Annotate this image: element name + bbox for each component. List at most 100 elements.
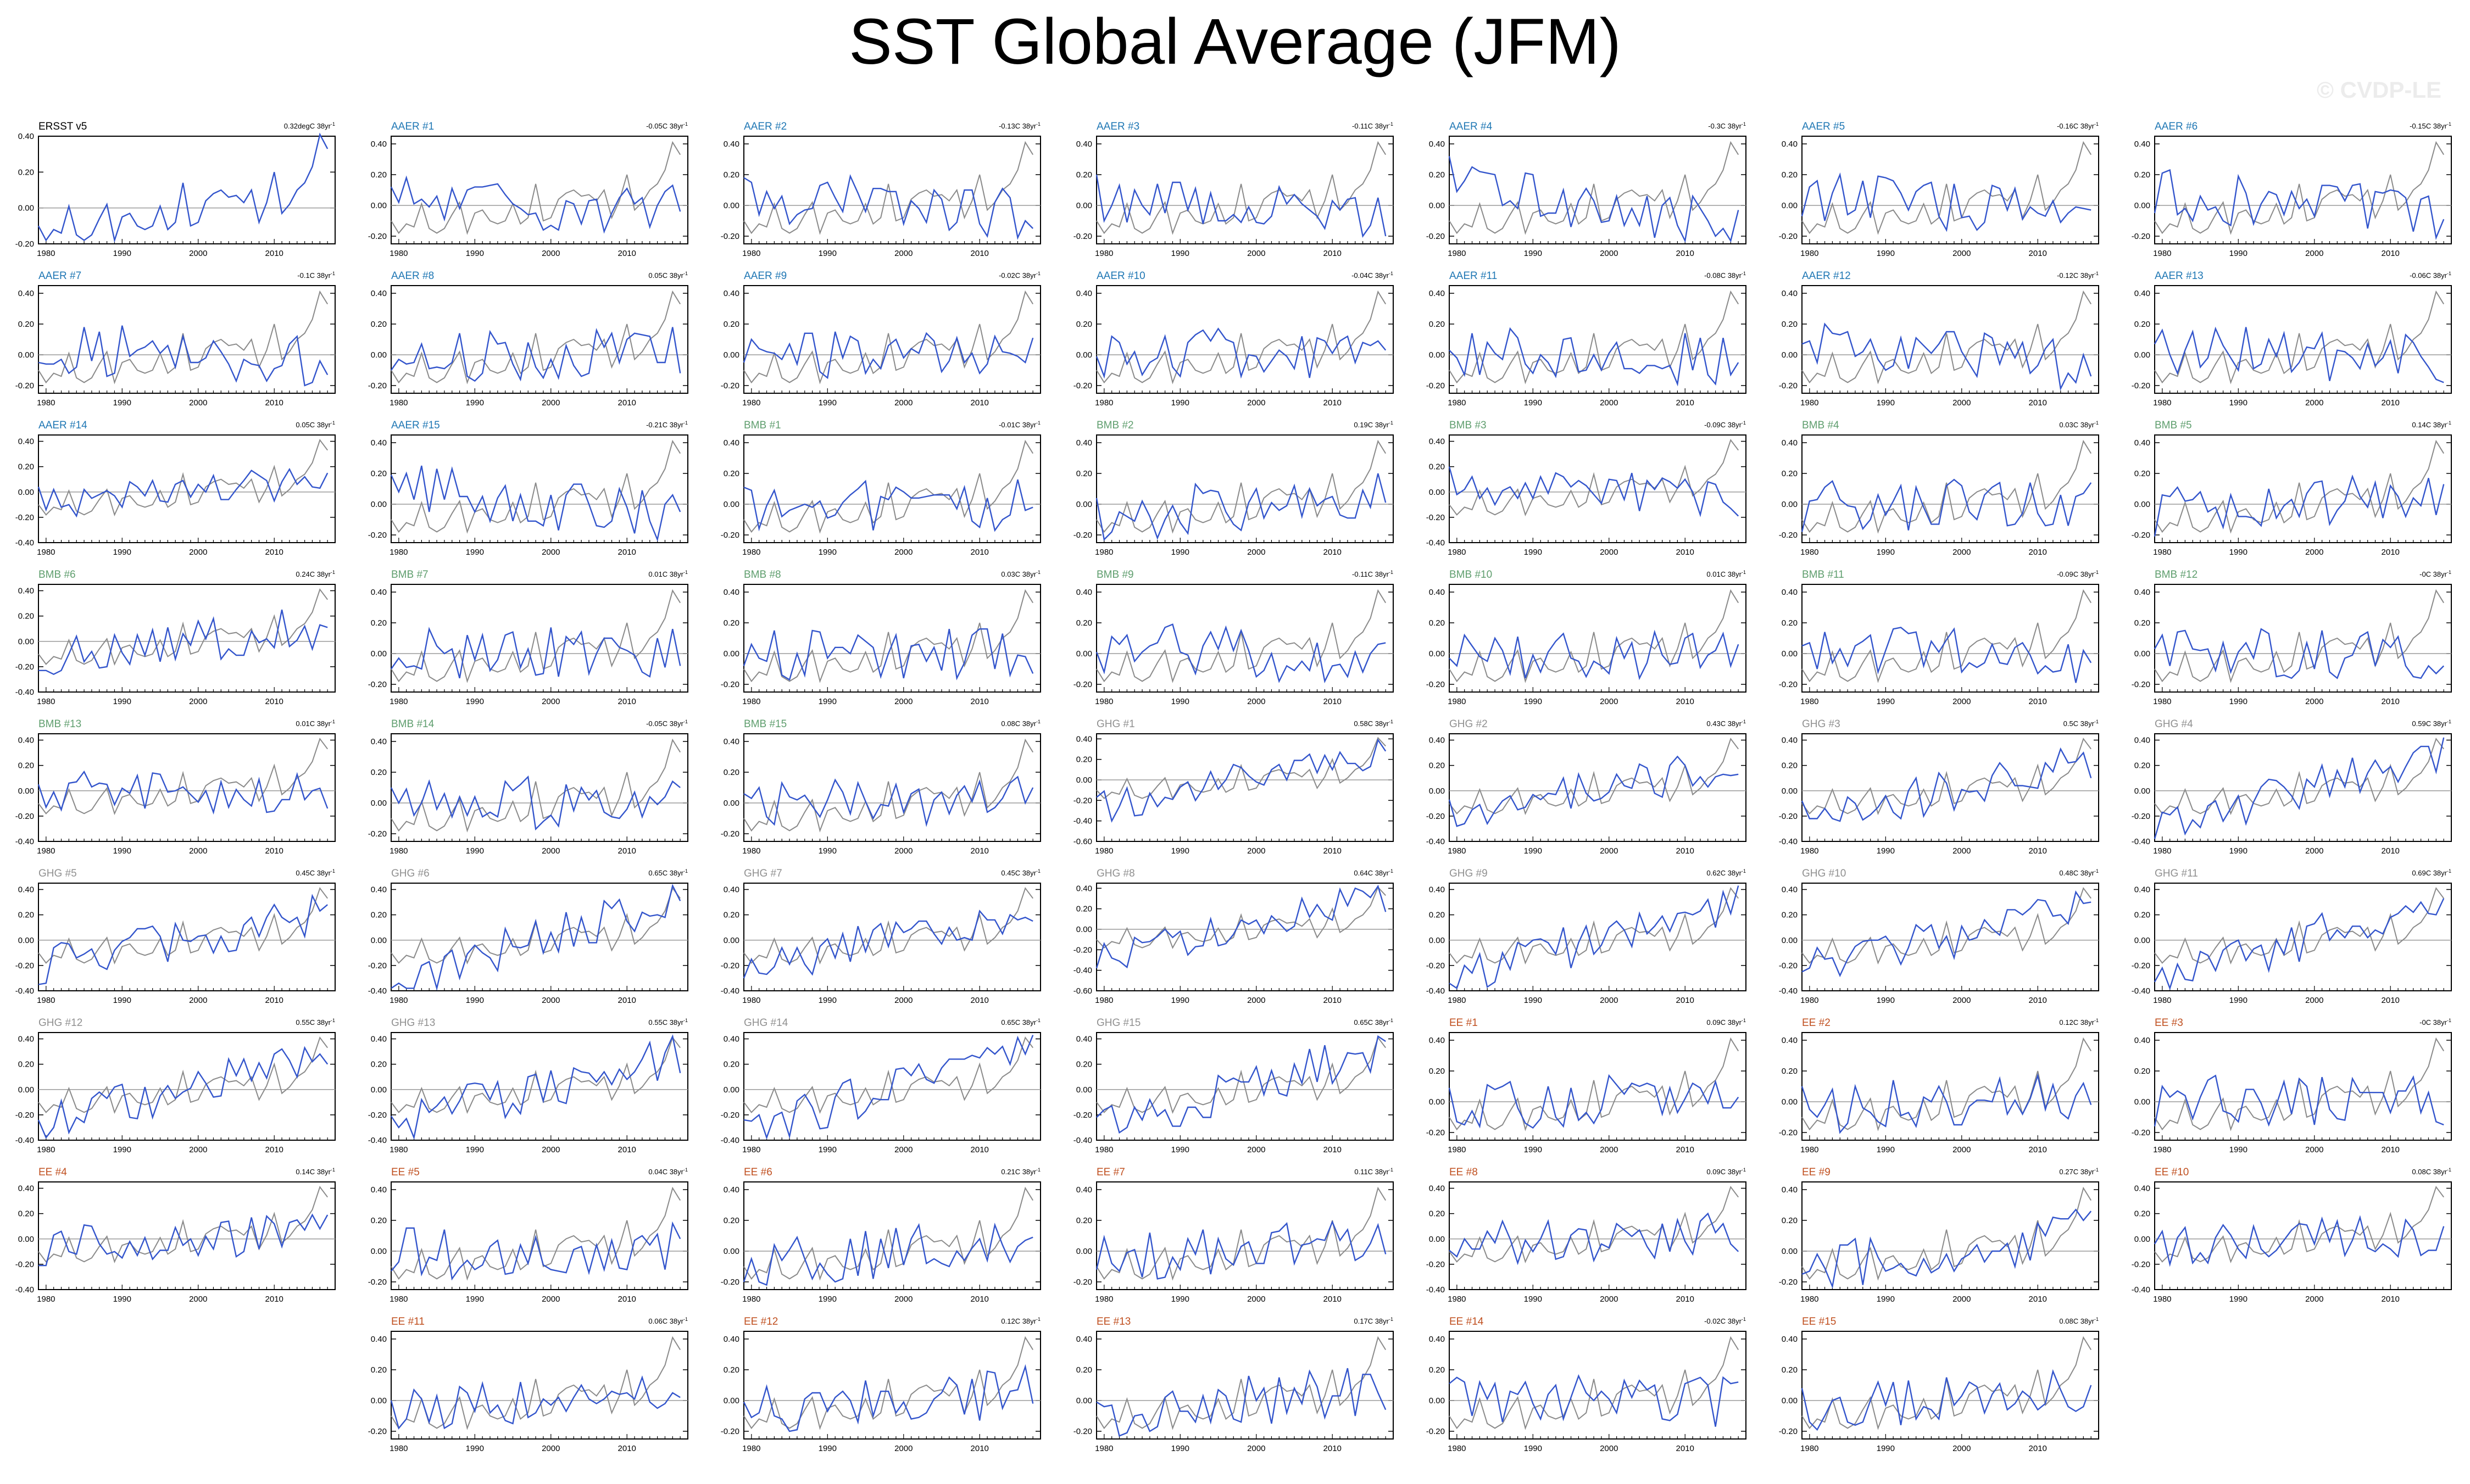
y-tick-label: -0.20 (721, 232, 739, 241)
trend-exponent: -1 (331, 1018, 335, 1023)
panel-frame (743, 434, 1041, 543)
x-tick-label: 1980 (2153, 1145, 2171, 1154)
series-line-observed (1449, 738, 1739, 816)
panel-label: AAER #14 (38, 420, 87, 431)
x-tick-label: 1990 (2229, 846, 2248, 856)
x-tick-label: 2010 (2382, 1295, 2400, 1304)
panel-trend: 0.19C 38yr-1 (1354, 420, 1393, 429)
panel-trend: -0.05C 38yr-1 (646, 121, 688, 130)
y-tick-label: -0.40 (1779, 837, 1798, 846)
series-line-member (391, 627, 681, 679)
panel-label: AAER #1 (391, 121, 434, 132)
y-tick-label: 0.00 (1429, 1097, 1445, 1107)
y-tick-label: -0.20 (1779, 232, 1798, 241)
y-tick-label: 0.40 (1076, 588, 1092, 597)
series-line-observed (1096, 439, 1387, 534)
x-tick-label: 1990 (113, 249, 131, 258)
panel-label: GHG #12 (38, 1017, 82, 1029)
x-tick-label: 2010 (265, 548, 283, 557)
x-tick-label: 1990 (1171, 398, 1189, 408)
series-line-member (1095, 174, 1387, 238)
y-tick-label: 0.20 (18, 1209, 34, 1219)
y-tick-label: -0.20 (368, 829, 387, 839)
y-tick-label: -0.20 (1426, 232, 1445, 241)
x-tick-label: 2010 (618, 1444, 636, 1453)
y-tick-label: 0.40 (1782, 588, 1798, 597)
trend-exponent: -1 (1742, 121, 1746, 127)
series-line-observed (1096, 1186, 1387, 1281)
y-tick-label: 0.00 (724, 1247, 739, 1256)
x-tick-label: 2010 (2029, 249, 2047, 258)
y-tick-label: 0.00 (371, 201, 387, 210)
series-line-member (1449, 1374, 1739, 1427)
series-line-member (37, 467, 329, 518)
series-line-observed (1801, 1037, 2092, 1131)
panel: GHG #2 0.43C 38yr-1 0.40 0.20 0.00 -0.20 -0.40… (1426, 718, 1746, 856)
y-tick-label: 0.00 (1076, 649, 1092, 659)
x-tick-label: 1990 (1524, 846, 1542, 856)
panel-frame (743, 1032, 1041, 1141)
x-tick-label: 1990 (1877, 1444, 1895, 1453)
panel: AAER #6 -0.15C 38yr-1 0.40 0.20 0.00 -0.20198… (2132, 121, 2452, 258)
series-line-observed (743, 1186, 1034, 1281)
y-tick-label: -0.20 (1779, 531, 1798, 540)
y-tick-label: -0.20 (721, 961, 739, 970)
x-tick-label: 1990 (466, 996, 484, 1005)
y-tick-label: 0.20 (1076, 1216, 1092, 1225)
series-line-member (37, 770, 329, 815)
y-tick-label: 0.40 (1076, 289, 1092, 298)
x-tick-label: 1980 (1800, 697, 1818, 706)
x-tick-label: 2010 (618, 249, 636, 258)
y-tick-label: 0.20 (1429, 1365, 1445, 1375)
x-tick-label: 1980 (37, 1295, 55, 1304)
series-line-observed (743, 1036, 1033, 1114)
x-tick-label: 1990 (819, 1444, 837, 1453)
panel: BMB #1 -0.01C 38yr-1 0.40 0.20 0.00 -0.201980… (721, 420, 1041, 557)
series-line-observed (1449, 1037, 1739, 1131)
panel: GHG #1 0.58C 38yr-1 0.40 0.20 0.00 -0.20 -0.40… (1073, 718, 1394, 856)
y-tick-label: 0.00 (1782, 1247, 1798, 1256)
x-tick-label: 1990 (1524, 996, 1542, 1005)
y-tick-label: 0.00 (1429, 1235, 1445, 1244)
panel-label: BMB #5 (2155, 420, 2192, 431)
panel-trend: 0.08C 38yr-1 (2059, 1316, 2099, 1325)
panel: GHG #13 0.55C 38yr-1 0.40 0.20 0.00 -0.20 -0.4… (368, 1017, 688, 1154)
x-tick-label: 1990 (819, 846, 837, 856)
x-tick-label: 1980 (390, 1295, 408, 1304)
y-tick-label: -0.60 (1073, 837, 1092, 846)
series-line-observed (391, 738, 681, 833)
panel-frame (1801, 584, 2099, 693)
panel: AAER #10 -0.04C 38yr-10.400.200.00-0.2019… (1073, 270, 1394, 408)
panel-label: AAER #10 (1097, 270, 1145, 282)
x-tick-label: 2000 (1247, 1295, 1265, 1304)
panel-frame (38, 136, 336, 244)
y-tick-label: 0.00 (18, 1235, 34, 1244)
panel-trend: 0.03C 38yr-1 (2059, 420, 2099, 429)
x-tick-label: 2000 (542, 249, 560, 258)
panel-trend: 0.65C 38yr-1 (1001, 1018, 1041, 1026)
y-tick-label: 0.20 (18, 168, 34, 177)
trend-exponent: -1 (2447, 420, 2451, 426)
x-tick-label: 2000 (2305, 996, 2323, 1005)
y-tick-label: 0.40 (1782, 1185, 1798, 1195)
y-tick-label: 0.40 (18, 132, 34, 141)
y-tick-label: 0.40 (1076, 1035, 1092, 1044)
y-tick-label: 0.20 (724, 618, 739, 628)
panel-trend: 0.08C 38yr-1 (1001, 719, 1041, 728)
trend-exponent: -1 (331, 719, 335, 724)
y-tick-label: 0.40 (1429, 588, 1445, 597)
x-tick-label: 2000 (894, 1145, 913, 1154)
panel-label: BMB #14 (391, 718, 435, 730)
x-tick-label: 2010 (265, 846, 283, 856)
panel-trend: 0.04C 38yr-1 (648, 1167, 688, 1176)
y-tick-label: 0.40 (371, 1035, 387, 1044)
panel-label: AAER #11 (1449, 270, 1497, 282)
x-tick-label: 2010 (1676, 249, 1694, 258)
y-tick-label: 0.20 (371, 618, 387, 628)
x-tick-label: 1990 (2229, 548, 2248, 557)
x-tick-label: 2000 (1247, 996, 1265, 1005)
x-tick-label: 1980 (1800, 846, 1818, 856)
panel-frame (38, 883, 336, 991)
